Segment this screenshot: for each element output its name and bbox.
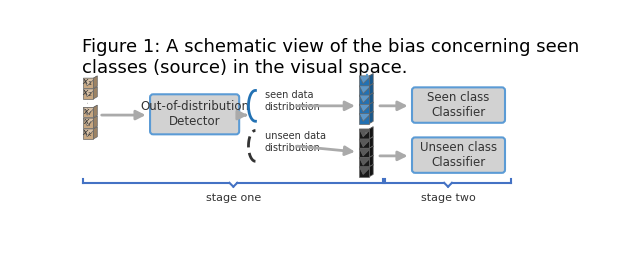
Polygon shape (359, 74, 373, 84)
Polygon shape (359, 167, 369, 177)
Polygon shape (359, 157, 369, 167)
Polygon shape (83, 129, 93, 139)
Text: stage one: stage one (206, 193, 261, 203)
Text: Out-of-distribution
Detector: Out-of-distribution Detector (140, 100, 249, 128)
Text: seen data
distribution: seen data distribution (265, 90, 321, 112)
Text: unseen data
distribution: unseen data distribution (265, 131, 326, 153)
Polygon shape (93, 76, 97, 88)
Polygon shape (369, 127, 373, 139)
Polygon shape (83, 118, 93, 128)
Polygon shape (359, 164, 373, 174)
Polygon shape (83, 78, 93, 88)
Polygon shape (93, 87, 97, 99)
Polygon shape (83, 87, 97, 97)
Polygon shape (83, 116, 97, 126)
Polygon shape (93, 116, 97, 128)
Polygon shape (369, 84, 373, 96)
Polygon shape (83, 89, 93, 99)
Polygon shape (369, 155, 373, 167)
Polygon shape (83, 105, 97, 115)
Polygon shape (359, 139, 369, 149)
Text: stage two: stage two (421, 193, 476, 203)
Polygon shape (359, 137, 373, 147)
Polygon shape (359, 95, 369, 105)
Text: · · ·: · · · (86, 101, 94, 114)
Text: $x_j$: $x_j$ (83, 118, 93, 129)
Polygon shape (359, 146, 373, 156)
Polygon shape (359, 84, 373, 94)
Polygon shape (369, 146, 373, 158)
Text: Unseen class
Classifier: Unseen class Classifier (420, 141, 497, 169)
Polygon shape (369, 74, 373, 86)
Polygon shape (369, 137, 373, 149)
Polygon shape (359, 93, 373, 103)
Polygon shape (359, 104, 369, 114)
Polygon shape (83, 107, 93, 117)
Text: $x_i$: $x_i$ (83, 107, 93, 118)
Polygon shape (93, 105, 97, 117)
Polygon shape (359, 114, 369, 123)
Polygon shape (83, 76, 97, 86)
Text: Seen class
Classifier: Seen class Classifier (427, 91, 490, 119)
FancyBboxPatch shape (412, 87, 505, 123)
Polygon shape (359, 111, 373, 121)
Text: $x_1$: $x_1$ (83, 78, 93, 88)
Polygon shape (359, 129, 369, 139)
FancyBboxPatch shape (150, 94, 239, 134)
Polygon shape (359, 86, 369, 96)
Polygon shape (359, 155, 373, 165)
Text: $x_2$: $x_2$ (83, 89, 93, 99)
Polygon shape (369, 93, 373, 105)
Polygon shape (359, 102, 373, 112)
FancyBboxPatch shape (412, 138, 505, 173)
Text: Figure 1: A schematic view of the bias concerning seen
classes (source) in the v: Figure 1: A schematic view of the bias c… (82, 38, 579, 77)
Polygon shape (369, 102, 373, 114)
Polygon shape (359, 148, 369, 158)
Polygon shape (93, 127, 97, 139)
Polygon shape (369, 164, 373, 177)
Polygon shape (359, 127, 373, 137)
Polygon shape (359, 76, 369, 86)
Text: $x_k$: $x_k$ (82, 129, 94, 139)
Polygon shape (83, 127, 97, 137)
Polygon shape (369, 111, 373, 123)
